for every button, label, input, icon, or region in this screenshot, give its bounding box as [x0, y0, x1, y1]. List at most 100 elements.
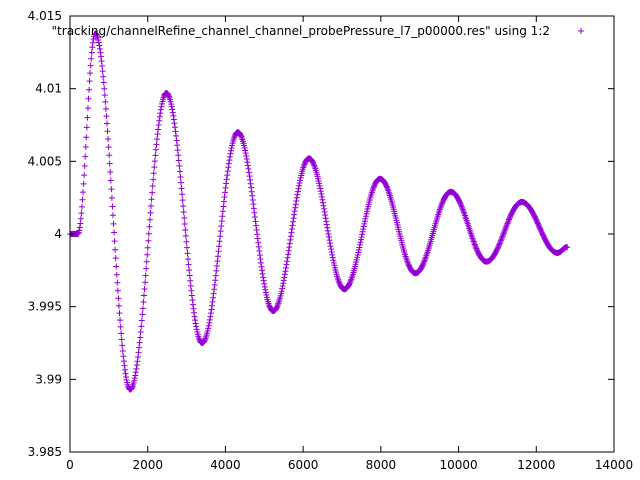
data-point-marker [458, 203, 465, 210]
data-point-marker [322, 215, 329, 222]
data-point-marker [98, 53, 105, 60]
data-point-marker [87, 70, 94, 77]
data-point-marker [154, 136, 161, 143]
data-point-marker [283, 261, 290, 268]
x-tick-label: 14000 [595, 458, 633, 472]
data-point-marker [114, 287, 121, 294]
data-point-marker [286, 240, 293, 247]
data-point-marker [89, 44, 96, 51]
data-point-marker [497, 237, 504, 244]
data-point-marker [112, 255, 119, 262]
data-point-marker [294, 188, 301, 195]
data-point-marker [181, 220, 188, 227]
data-point-marker [284, 258, 291, 265]
data-point-marker [311, 162, 318, 169]
data-point-marker [439, 200, 446, 207]
data-point-marker [90, 36, 97, 43]
data-point-marker [206, 316, 213, 323]
data-point-marker [134, 358, 141, 365]
data-point-marker [503, 221, 510, 228]
data-point-marker [318, 193, 325, 200]
data-point-marker [355, 249, 362, 256]
data-point-marker [218, 223, 225, 230]
data-point-marker [242, 150, 249, 157]
data-point-marker [346, 280, 353, 287]
data-point-marker [564, 244, 571, 251]
data-point-marker [77, 220, 84, 227]
data-point-marker [254, 231, 261, 238]
data-point-marker [192, 317, 199, 324]
data-point-marker [262, 289, 269, 296]
data-point-marker [327, 240, 334, 247]
data-point-marker [153, 141, 160, 148]
data-point-marker [176, 168, 183, 175]
data-point-marker [289, 222, 296, 229]
data-point-marker [110, 220, 117, 227]
data-point-marker [209, 298, 216, 305]
data-point-marker [504, 220, 511, 227]
x-tick-label: 2000 [132, 458, 163, 472]
data-point-marker [100, 79, 107, 86]
data-point-marker [274, 303, 281, 310]
data-point-marker [182, 226, 189, 233]
data-point-marker [500, 230, 507, 237]
data-point-marker [174, 147, 181, 154]
data-point-marker [296, 182, 303, 189]
data-point-marker [175, 152, 182, 159]
data-point-marker [438, 201, 445, 208]
data-point-marker [117, 317, 124, 324]
data-point-marker [191, 309, 198, 316]
data-point-marker [132, 369, 139, 376]
data-point-marker [231, 134, 238, 141]
data-point-marker [103, 120, 110, 127]
data-point-marker [188, 292, 195, 299]
data-point-marker [292, 204, 299, 211]
data-point-marker [258, 263, 265, 270]
data-point-marker [136, 344, 143, 351]
data-point-marker [471, 239, 478, 246]
y-tick-label: 4.005 [28, 154, 62, 168]
data-point-marker [76, 227, 83, 234]
data-point-marker [133, 362, 140, 369]
data-point-marker [96, 42, 103, 49]
data-point-marker [83, 124, 90, 131]
data-point-marker [498, 236, 505, 243]
data-point-marker [123, 377, 130, 384]
data-point-marker [252, 218, 259, 225]
data-point-marker [420, 261, 427, 268]
data-point-marker [329, 251, 336, 258]
data-point-marker [114, 279, 121, 286]
data-point-marker [106, 160, 113, 167]
data-point-marker [284, 254, 291, 261]
data-point-marker [217, 228, 224, 235]
data-point-marker [157, 110, 164, 117]
data-point-marker [137, 334, 144, 341]
data-point-marker [278, 288, 285, 295]
data-point-marker [151, 158, 158, 165]
data-point-marker [405, 261, 412, 268]
data-point-marker [323, 221, 330, 228]
data-point-marker [212, 277, 219, 284]
data-point-marker [105, 144, 112, 151]
data-point-marker [317, 185, 324, 192]
data-point-marker [207, 310, 214, 317]
data-point-marker [459, 206, 466, 213]
data-point-marker [77, 215, 84, 222]
data-point-marker [149, 183, 156, 190]
data-point-marker [247, 180, 254, 187]
data-point-marker [149, 189, 156, 196]
data-point-marker [288, 226, 295, 232]
data-point-marker [262, 286, 269, 293]
data-point-marker [133, 365, 140, 372]
data-point-marker [326, 237, 333, 244]
x-tick-label: 10000 [439, 458, 477, 472]
data-point-marker [222, 184, 229, 191]
data-point-marker [82, 153, 89, 160]
data-point-marker [115, 295, 122, 302]
data-point-marker [155, 126, 162, 133]
data-point-marker [421, 257, 428, 264]
y-tick-label: 4.015 [28, 9, 62, 23]
data-point-marker [220, 203, 227, 210]
data-point-marker [255, 243, 262, 250]
